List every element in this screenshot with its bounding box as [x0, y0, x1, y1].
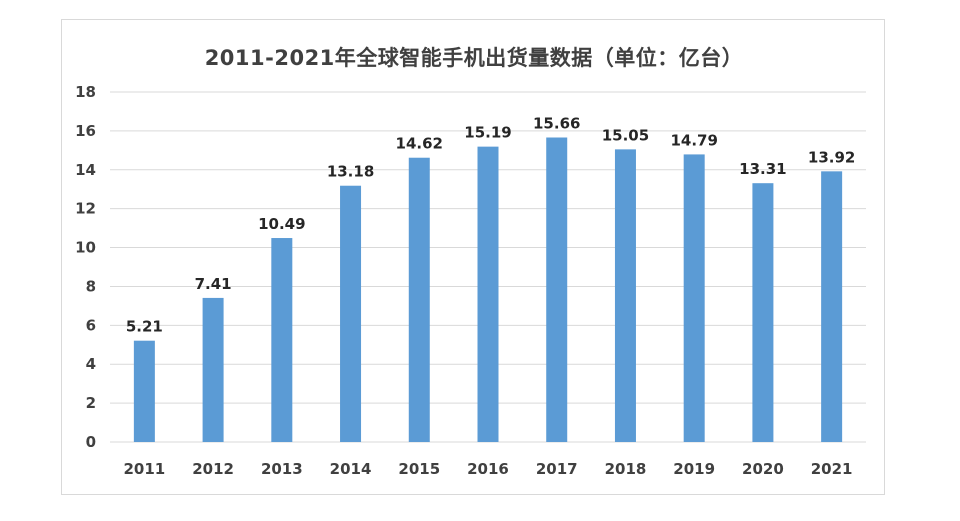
data-label-2013: 10.49	[258, 215, 305, 233]
y-tick-label: 18	[75, 83, 96, 101]
x-axis: 2011 2012 2013 2014 2015 2016 2017 2018 2019 2020…	[123, 460, 852, 478]
x-tick-label-2013: 2013	[261, 460, 303, 478]
y-tick-label: 16	[75, 122, 96, 140]
bar-2017	[546, 137, 568, 442]
y-tick-label: 0	[86, 433, 96, 451]
x-tick-label-2021: 2021	[811, 460, 853, 478]
bar-2013	[271, 238, 293, 442]
data-label-2011: 5.21	[126, 318, 163, 336]
bar-2016	[477, 146, 499, 442]
y-tick-label: 10	[75, 239, 96, 257]
bar-2012	[202, 297, 224, 442]
data-label-2016: 15.19	[464, 124, 511, 142]
y-tick-label: 12	[75, 200, 96, 218]
x-tick-label-2011: 2011	[123, 460, 165, 478]
data-label-2019: 14.79	[670, 131, 717, 149]
data-labels: 5.21 7.41 10.49 13.18 14.62 15.19 15.66 15.05 14…	[126, 115, 856, 336]
x-tick-label-2015: 2015	[398, 460, 440, 478]
bar-chart-plot: 0 2 4 6 8 10 12 14 16 18 5.21 7.41 10.49 13.18 14.62 1…	[75, 83, 866, 478]
y-axis: 0 2 4 6 8 10 12 14 16 18	[75, 83, 96, 451]
y-tick-label: 4	[86, 355, 96, 373]
data-label-2014: 13.18	[327, 163, 374, 181]
data-label-2020: 13.31	[739, 160, 786, 178]
data-label-2017: 15.66	[533, 115, 580, 133]
bar-2021	[821, 171, 843, 443]
x-tick-label-2014: 2014	[330, 460, 372, 478]
data-label-2021: 13.92	[808, 148, 855, 166]
bar-2014	[340, 185, 362, 442]
chart-frame: 2011-2021年全球智能手机出货量数据（单位：亿台） 0 2 4 6 8 10 12 14…	[61, 19, 885, 495]
chart-title: 2011-2021年全球智能手机出货量数据（单位：亿台）	[204, 46, 744, 70]
bar-2019	[683, 154, 705, 442]
x-tick-label-2019: 2019	[673, 460, 715, 478]
x-tick-label-2012: 2012	[192, 460, 234, 478]
x-tick-label-2016: 2016	[467, 460, 509, 478]
y-tick-label: 14	[75, 161, 96, 179]
bar-2020	[752, 183, 774, 442]
bar-2015	[408, 157, 430, 442]
data-label-2018: 15.05	[602, 126, 649, 144]
x-tick-label-2018: 2018	[605, 460, 647, 478]
x-tick-label-2020: 2020	[742, 460, 784, 478]
bars	[133, 137, 843, 443]
data-label-2012: 7.41	[195, 275, 232, 293]
bar-2011	[133, 340, 155, 442]
data-label-2015: 14.62	[396, 135, 443, 153]
y-tick-label: 8	[86, 277, 96, 295]
y-tick-label: 6	[86, 316, 96, 334]
y-tick-label: 2	[86, 394, 96, 412]
bar-2018	[614, 149, 636, 442]
x-tick-label-2017: 2017	[536, 460, 578, 478]
